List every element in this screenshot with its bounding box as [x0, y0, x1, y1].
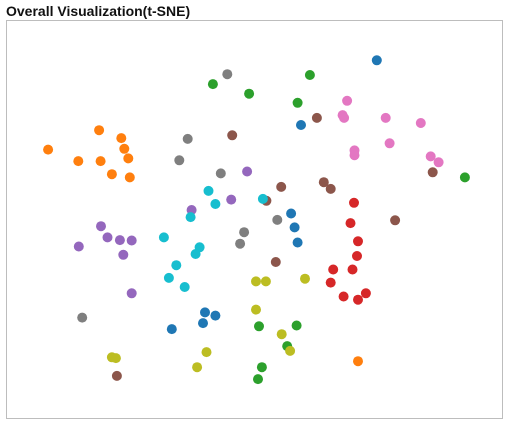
scatter-point-s0-p6 [210, 310, 221, 321]
scatter-point-s2-p6 [291, 320, 302, 331]
scatter-point-s0-p2 [286, 208, 297, 219]
scatter-point-s6-p7 [384, 138, 395, 149]
scatter-point-s5-p5 [325, 183, 336, 194]
scatter-point-s6-p3 [380, 112, 391, 123]
scatter-point-s0-p1 [296, 120, 306, 130]
scatter-point-s3-p6 [325, 277, 336, 288]
scatter-point-s0-p0 [371, 55, 382, 66]
scatter-point-s9-p7 [171, 260, 182, 271]
scatter-point-s4-p0 [242, 166, 253, 177]
scatter-point-s7-p6 [272, 214, 283, 225]
scatter-point-s0-p8 [166, 324, 177, 335]
scatter-point-s5-p9 [111, 370, 122, 381]
scatter-point-s9-p0 [203, 185, 214, 196]
scatter-point-s5-p1 [311, 112, 322, 123]
scatter-point-s0-p7 [198, 318, 208, 329]
scatter-point-s1-p7 [106, 169, 117, 180]
scatter-point-s7-p4 [239, 227, 250, 238]
scatter-plot [43, 55, 470, 385]
scatter-point-s3-p8 [338, 291, 349, 302]
scatter-point-s1-p6 [123, 153, 134, 164]
scatter-point-s1-p4 [73, 156, 84, 167]
plot-area [6, 20, 503, 419]
scatter-point-s2-p0 [304, 70, 315, 80]
scatter-point-s9-p1 [257, 193, 268, 204]
scatter-point-s4-p1 [226, 194, 237, 205]
scatter-point-s9-p4 [158, 232, 169, 243]
scatter-point-s9-p6 [190, 249, 201, 259]
scatter-point-s4-p3 [96, 221, 106, 232]
scatter-point-s5-p0 [227, 130, 238, 141]
scatter-point-s9-p8 [163, 272, 174, 283]
scatter-point-s9-p3 [185, 212, 196, 223]
scatter-point-s4-p4 [102, 232, 113, 243]
scatter-point-s1-p8 [124, 172, 135, 183]
scatter-point-s7-p1 [182, 133, 193, 144]
chart-title: Overall Visualization(t-SNE) [6, 3, 191, 19]
scatter-point-s4-p9 [126, 288, 137, 299]
scatter-point-s4-p5 [114, 235, 125, 246]
scatter-point-s2-p9 [253, 374, 263, 385]
scatter-point-s3-p9 [353, 294, 363, 305]
scatter-point-s3-p5 [347, 264, 358, 275]
scatter-point-s2-p2 [244, 88, 255, 99]
scatter-point-s9-p9 [179, 282, 190, 292]
scatter-point-s3-p0 [349, 197, 359, 208]
scatter-point-s6-p2 [339, 112, 350, 123]
scatter-point-s8-p9 [192, 362, 203, 373]
scatter-point-s7-p7 [77, 312, 88, 323]
scatter-point-s3-p4 [328, 264, 339, 275]
scatter-point-s2-p1 [207, 79, 218, 90]
scatter-point-s6-p9 [433, 157, 444, 168]
scatter-point-s6-p4 [415, 118, 426, 128]
scatter-point-s2-p5 [254, 321, 264, 332]
scatter-point-s4-p6 [126, 235, 137, 246]
scatter-point-s1-p1 [94, 125, 105, 136]
scatter-point-s0-p4 [292, 237, 303, 248]
scatter-point-s2-p4 [459, 172, 470, 183]
scatter-point-s5-p6 [390, 215, 401, 226]
scatter-point-s6-p8 [425, 151, 436, 162]
scatter-point-s8-p2 [300, 273, 310, 284]
scatter-point-s5-p8 [270, 257, 281, 267]
scatter-point-s3-p3 [352, 251, 362, 261]
scatter-point-s8-p6 [285, 345, 296, 356]
scatter-point-s6-p0 [342, 95, 353, 106]
scatter-point-s5-p4 [318, 177, 329, 188]
scatter-point-s8-p5 [201, 347, 212, 358]
scatter-point-s5-p7 [427, 167, 438, 178]
scatter-point-s7-p3 [215, 168, 226, 179]
scatter-point-s3-p7 [360, 288, 371, 299]
scatter-point-s1-p3 [119, 143, 130, 154]
scatter-point-s3-p2 [353, 236, 363, 247]
scatter-point-s1-p5 [95, 156, 106, 167]
scatter-point-s7-p5 [235, 238, 246, 249]
scatter-point-s1-p2 [116, 133, 127, 144]
scatter-point-s2-p8 [256, 362, 267, 373]
scatter-point-s1-p9 [353, 356, 363, 367]
scatter-point-s2-p3 [292, 97, 303, 108]
scatter-point-s1-p0 [43, 144, 54, 155]
scatter-point-s6-p6 [349, 150, 360, 161]
points-layer [43, 55, 470, 385]
scatter-point-s8-p4 [276, 329, 287, 340]
scatter-point-s9-p2 [210, 199, 221, 209]
scatter-point-s8-p1 [260, 276, 271, 287]
scatter-point-s8-p0 [251, 276, 261, 287]
scatter-point-s0-p3 [289, 222, 300, 233]
scatter-point-s5-p2 [276, 181, 287, 192]
scatter-point-s7-p2 [174, 155, 185, 166]
scatter-point-s8-p3 [251, 304, 261, 315]
scatter-point-s8-p8 [110, 353, 121, 364]
scatter-point-s7-p0 [222, 69, 233, 80]
scatter-point-s3-p1 [345, 218, 356, 229]
scatter-point-s0-p5 [200, 307, 210, 318]
scatter-point-s4-p7 [73, 241, 84, 252]
scatter-point-s4-p8 [118, 249, 129, 260]
